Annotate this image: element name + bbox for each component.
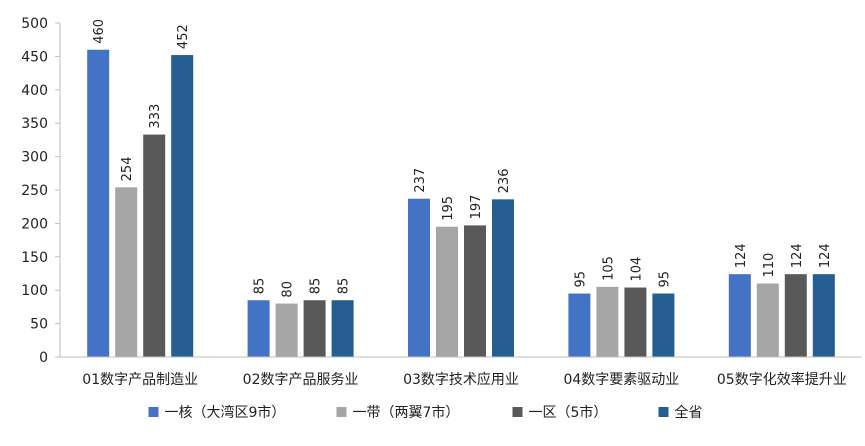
legend-swatch <box>336 407 347 417</box>
data-labels: 460 254 333 452 85 80 85 85 237 195 197 236 95 105 104… <box>92 19 833 298</box>
bar <box>247 300 270 357</box>
bar <box>812 274 835 357</box>
data-label: 105 <box>601 256 616 281</box>
data-label: 80 <box>281 281 296 298</box>
y-tick-label: 350 <box>21 116 48 132</box>
bar <box>784 274 807 357</box>
x-category-label: 03数字技术应用业 <box>403 371 519 388</box>
bar <box>408 198 430 357</box>
y-tick-label: 50 <box>30 317 48 333</box>
y-tick-label: 500 <box>21 16 48 32</box>
bar <box>87 49 110 357</box>
data-label: 124 <box>734 243 749 268</box>
data-label: 124 <box>790 243 805 268</box>
x-category-label: 04数字要素驱动业 <box>563 372 679 388</box>
x-axis: 01数字产品制造业 02数字产品服务业 03数字技术应用业 04数字要素驱动业 05数字… <box>60 356 862 388</box>
bar <box>464 225 486 357</box>
data-label: 254 <box>120 156 135 181</box>
data-label: 124 <box>818 243 833 268</box>
data-label: 333 <box>148 104 163 129</box>
data-label: 95 <box>573 271 588 288</box>
data-label: 85 <box>337 278 352 295</box>
bar <box>756 283 779 357</box>
legend: 一核（大湾区9市） 一带（两翼7市） 一区（5市） 全省 <box>148 404 703 421</box>
data-label: 95 <box>657 271 672 288</box>
bar <box>303 300 326 357</box>
legend-label: 一核（大湾区9市） <box>165 404 286 421</box>
y-tick-label: 400 <box>21 83 48 99</box>
x-category-label: 01数字产品制造业 <box>82 372 198 388</box>
data-label: 197 <box>469 195 484 220</box>
bars <box>87 49 835 358</box>
bar <box>568 293 591 357</box>
data-label: 195 <box>441 196 456 221</box>
legend-label: 全省 <box>675 404 703 421</box>
data-label: 85 <box>253 278 268 295</box>
data-label: 110 <box>762 253 777 278</box>
bar <box>492 199 514 357</box>
bar <box>331 300 354 357</box>
data-label: 452 <box>176 24 191 49</box>
y-tick-label: 200 <box>21 216 48 232</box>
legend-label: 一带（两翼7市） <box>353 404 460 421</box>
y-tick-label: 0 <box>39 350 48 366</box>
x-category-label: 02数字产品服务业 <box>243 372 359 388</box>
bar <box>652 293 675 357</box>
x-category-label: 05数字化效率提升业 <box>717 371 847 388</box>
data-label: 85 <box>309 278 324 295</box>
y-tick-label: 150 <box>21 250 48 266</box>
y-tick-label: 450 <box>21 49 48 65</box>
y-tick-label: 250 <box>21 183 48 199</box>
bar <box>728 274 751 357</box>
y-tick-label: 100 <box>21 283 48 299</box>
legend-swatch <box>512 407 523 417</box>
bar <box>596 286 619 357</box>
data-label: 460 <box>92 19 107 44</box>
legend-swatch <box>148 407 159 417</box>
bar <box>143 134 166 357</box>
data-label: 236 <box>497 169 512 194</box>
legend-label: 一区（5市） <box>529 404 608 421</box>
bar <box>115 187 138 357</box>
bar <box>624 287 647 357</box>
y-tick-label: 300 <box>21 150 48 166</box>
bar <box>275 303 298 357</box>
y-axis: 0 50 100 150 200 250 300 350 400 450 500 <box>21 16 61 366</box>
data-label: 237 <box>413 168 428 193</box>
bar <box>436 226 458 357</box>
data-label: 104 <box>629 257 644 282</box>
bar <box>171 55 194 358</box>
legend-swatch <box>658 407 669 417</box>
